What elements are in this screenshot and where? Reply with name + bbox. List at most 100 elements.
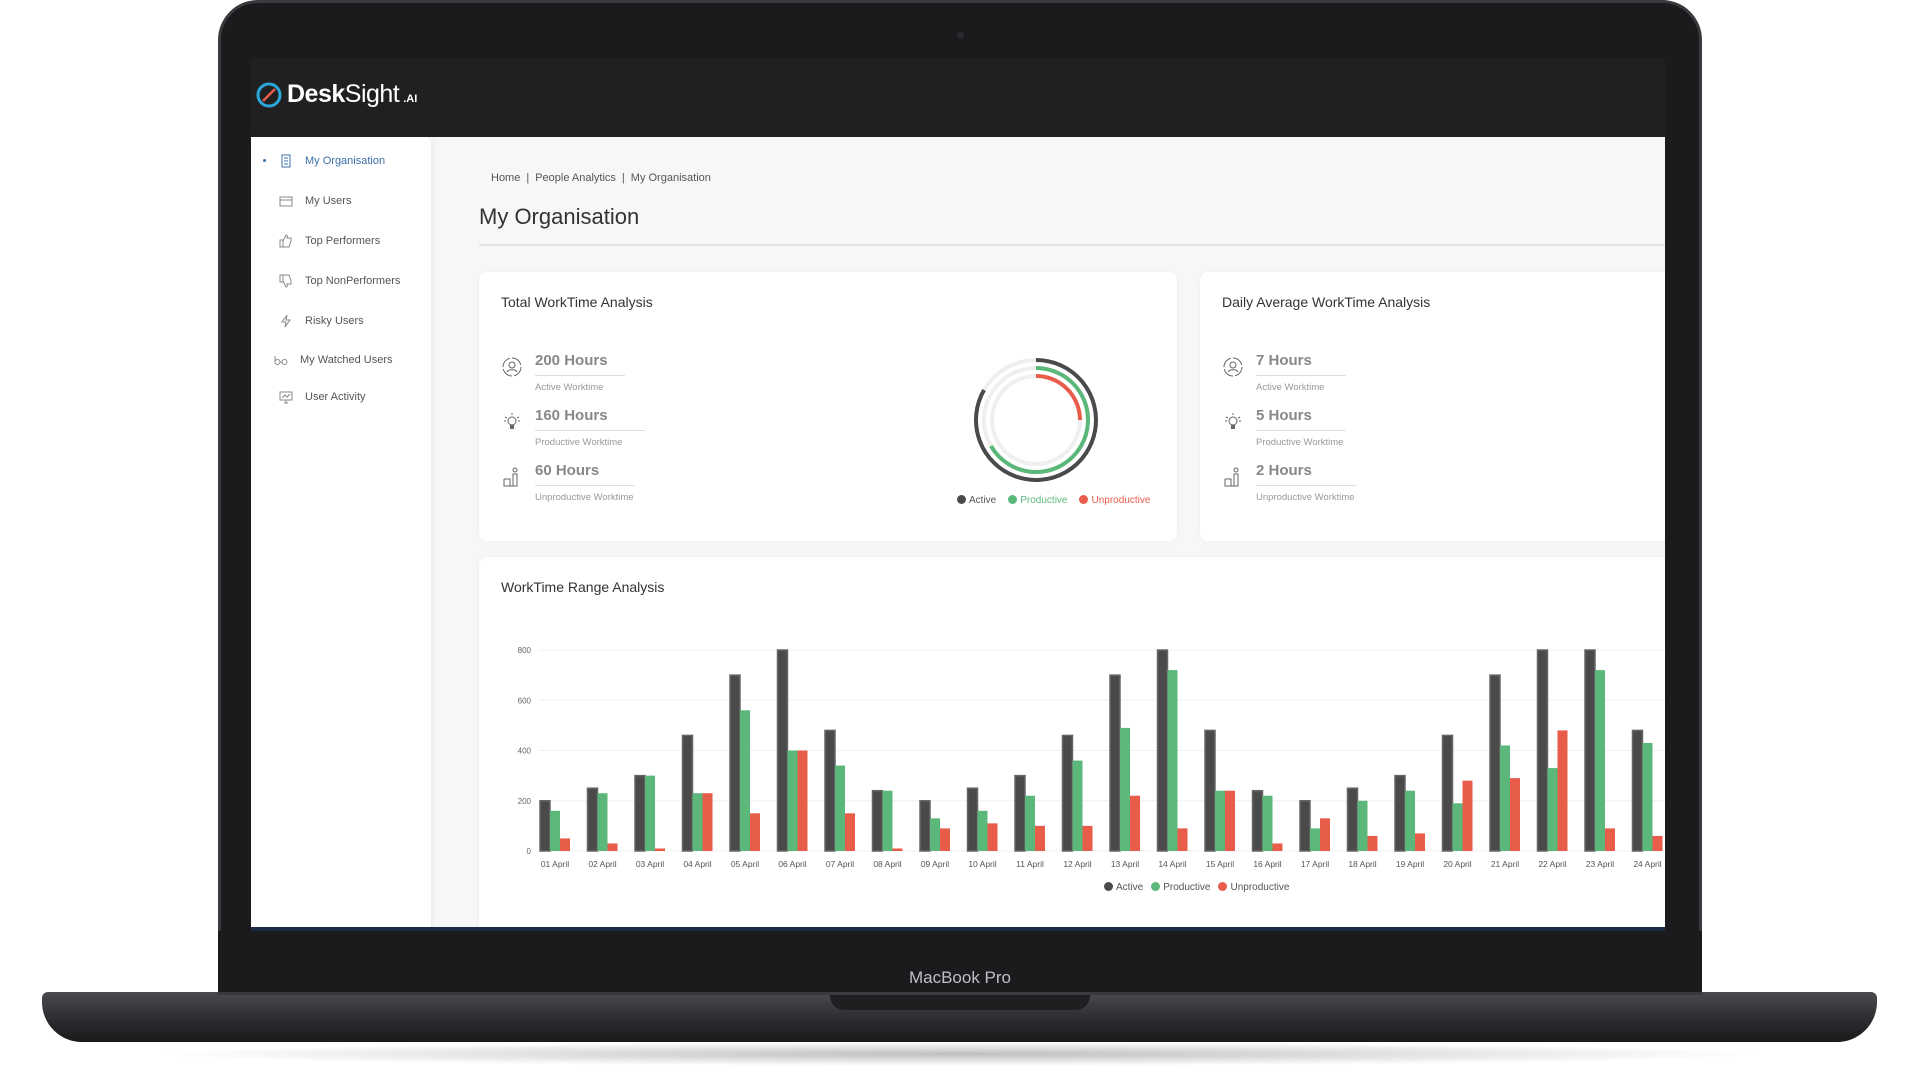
- bar-productive[interactable]: [835, 765, 845, 851]
- stat-value: 200 Hours: [535, 352, 625, 376]
- bar-unproductive[interactable]: [1462, 780, 1473, 851]
- bar-productive[interactable]: [1215, 790, 1225, 851]
- bar-active[interactable]: [776, 649, 789, 852]
- ring-unproductive[interactable]: [1035, 374, 1082, 421]
- bar-unproductive[interactable]: [1605, 828, 1615, 851]
- card-title: Total WorkTime Analysis: [501, 294, 653, 310]
- bar-unproductive[interactable]: [655, 848, 665, 851]
- bar-active[interactable]: [1014, 774, 1026, 852]
- legend-productive[interactable]: Productive: [1151, 882, 1210, 893]
- total-worktime-card: Total WorkTime Analysis 200 Hours Active…: [479, 272, 1177, 541]
- bar-active[interactable]: [1251, 789, 1264, 852]
- bar-productive[interactable]: [1120, 727, 1130, 851]
- bar-active[interactable]: [1584, 649, 1596, 852]
- bar-active[interactable]: [1631, 729, 1644, 852]
- bar-unproductive[interactable]: [1130, 795, 1140, 851]
- logo[interactable]: DeskSight .AI: [255, 80, 417, 109]
- bar-active[interactable]: [871, 789, 884, 852]
- idle-person-icon: [503, 467, 518, 487]
- bar-active[interactable]: [1061, 734, 1074, 852]
- sidebar-item-risky-users[interactable]: Risky Users: [279, 311, 364, 331]
- bar-productive[interactable]: [645, 775, 655, 851]
- breadcrumb-home[interactable]: Home: [491, 172, 521, 184]
- bar-active[interactable]: [634, 774, 646, 852]
- bar-productive[interactable]: [1547, 768, 1558, 851]
- bar-active[interactable]: [1394, 774, 1406, 852]
- bar-unproductive[interactable]: [1510, 778, 1520, 851]
- bar-unproductive[interactable]: [1035, 825, 1045, 851]
- bar-active[interactable]: [919, 800, 931, 852]
- bar-productive[interactable]: [787, 750, 798, 852]
- bar-unproductive[interactable]: [987, 823, 998, 851]
- legend-active[interactable]: Active: [957, 495, 996, 506]
- bar-active[interactable]: [1109, 674, 1121, 852]
- bar-active[interactable]: [586, 787, 599, 852]
- y-tick-label: 600: [518, 696, 532, 705]
- bar-unproductive[interactable]: [1367, 835, 1378, 851]
- bar-productive[interactable]: [977, 810, 988, 851]
- ring-active[interactable]: [974, 358, 1098, 482]
- breadcrumb-people-analytics[interactable]: People Analytics: [535, 172, 616, 184]
- bar-unproductive[interactable]: [845, 813, 855, 851]
- sidebar-item-my-organisation[interactable]: My Organisation: [279, 151, 385, 171]
- bar-active[interactable]: [824, 729, 836, 852]
- bar-unproductive[interactable]: [1320, 818, 1330, 851]
- bar-productive[interactable]: [1357, 800, 1368, 851]
- sidebar-item-label: My Users: [305, 195, 352, 207]
- bar-productive[interactable]: [1405, 790, 1415, 851]
- bar-active[interactable]: [729, 674, 741, 852]
- legend-productive[interactable]: Productive: [1008, 495, 1067, 506]
- bar-unproductive[interactable]: [750, 813, 760, 851]
- bar-unproductive[interactable]: [1082, 825, 1093, 851]
- bar-productive[interactable]: [550, 810, 560, 851]
- sidebar-item-top-nonperformers[interactable]: Top NonPerformers: [279, 271, 400, 291]
- bar-unproductive[interactable]: [797, 750, 808, 852]
- bar-productive[interactable]: [930, 818, 940, 851]
- bar-unproductive[interactable]: [1415, 833, 1425, 851]
- laptop-bezel-bottom: [218, 931, 1702, 992]
- bar-productive[interactable]: [1310, 828, 1320, 851]
- legend-active[interactable]: Active: [1104, 882, 1143, 893]
- bar-productive[interactable]: [740, 710, 750, 851]
- monitor-chart-icon: [279, 391, 293, 404]
- bar-productive[interactable]: [1072, 760, 1083, 851]
- bar-unproductive[interactable]: [1652, 835, 1663, 851]
- sidebar-item-user-activity[interactable]: User Activity: [279, 387, 366, 407]
- x-tick-label: 06 April: [778, 859, 806, 869]
- bar-active[interactable]: [681, 734, 694, 852]
- bar-productive[interactable]: [1452, 803, 1463, 851]
- sidebar-item-my-watched-users[interactable]: My Watched Users: [274, 350, 393, 370]
- bar-unproductive[interactable]: [702, 793, 713, 851]
- bar-productive[interactable]: [597, 793, 608, 851]
- legend-unproductive[interactable]: Unproductive: [1218, 882, 1289, 893]
- bar-active[interactable]: [1489, 674, 1501, 852]
- bar-productive[interactable]: [1595, 670, 1605, 851]
- bar-unproductive[interactable]: [892, 848, 903, 851]
- ring-productive[interactable]: [989, 366, 1090, 474]
- bar-active[interactable]: [1441, 734, 1454, 852]
- bar-productive[interactable]: [882, 790, 893, 851]
- bar-unproductive[interactable]: [1557, 730, 1568, 851]
- bar-unproductive[interactable]: [607, 843, 618, 851]
- bar-productive[interactable]: [1262, 795, 1273, 851]
- bar-active[interactable]: [1346, 787, 1359, 852]
- bar-productive[interactable]: [1500, 745, 1510, 851]
- bar-unproductive[interactable]: [1225, 790, 1235, 851]
- bar-active[interactable]: [1204, 729, 1216, 852]
- bar-active[interactable]: [966, 787, 979, 852]
- bar-productive[interactable]: [1167, 670, 1178, 851]
- bar-unproductive[interactable]: [1177, 828, 1188, 851]
- bar-active[interactable]: [539, 800, 551, 852]
- bar-unproductive[interactable]: [560, 838, 570, 851]
- bar-active[interactable]: [1299, 800, 1311, 852]
- legend-unproductive[interactable]: Unproductive: [1079, 495, 1150, 506]
- bar-active[interactable]: [1156, 649, 1169, 852]
- bar-unproductive[interactable]: [1272, 843, 1283, 851]
- sidebar-item-top-performers[interactable]: Top Performers: [279, 231, 380, 251]
- bar-active[interactable]: [1536, 649, 1549, 852]
- sidebar-item-my-users[interactable]: My Users: [279, 191, 351, 211]
- bar-productive[interactable]: [692, 793, 703, 851]
- bar-productive[interactable]: [1025, 795, 1035, 851]
- bar-unproductive[interactable]: [940, 828, 950, 851]
- bar-productive[interactable]: [1642, 742, 1653, 851]
